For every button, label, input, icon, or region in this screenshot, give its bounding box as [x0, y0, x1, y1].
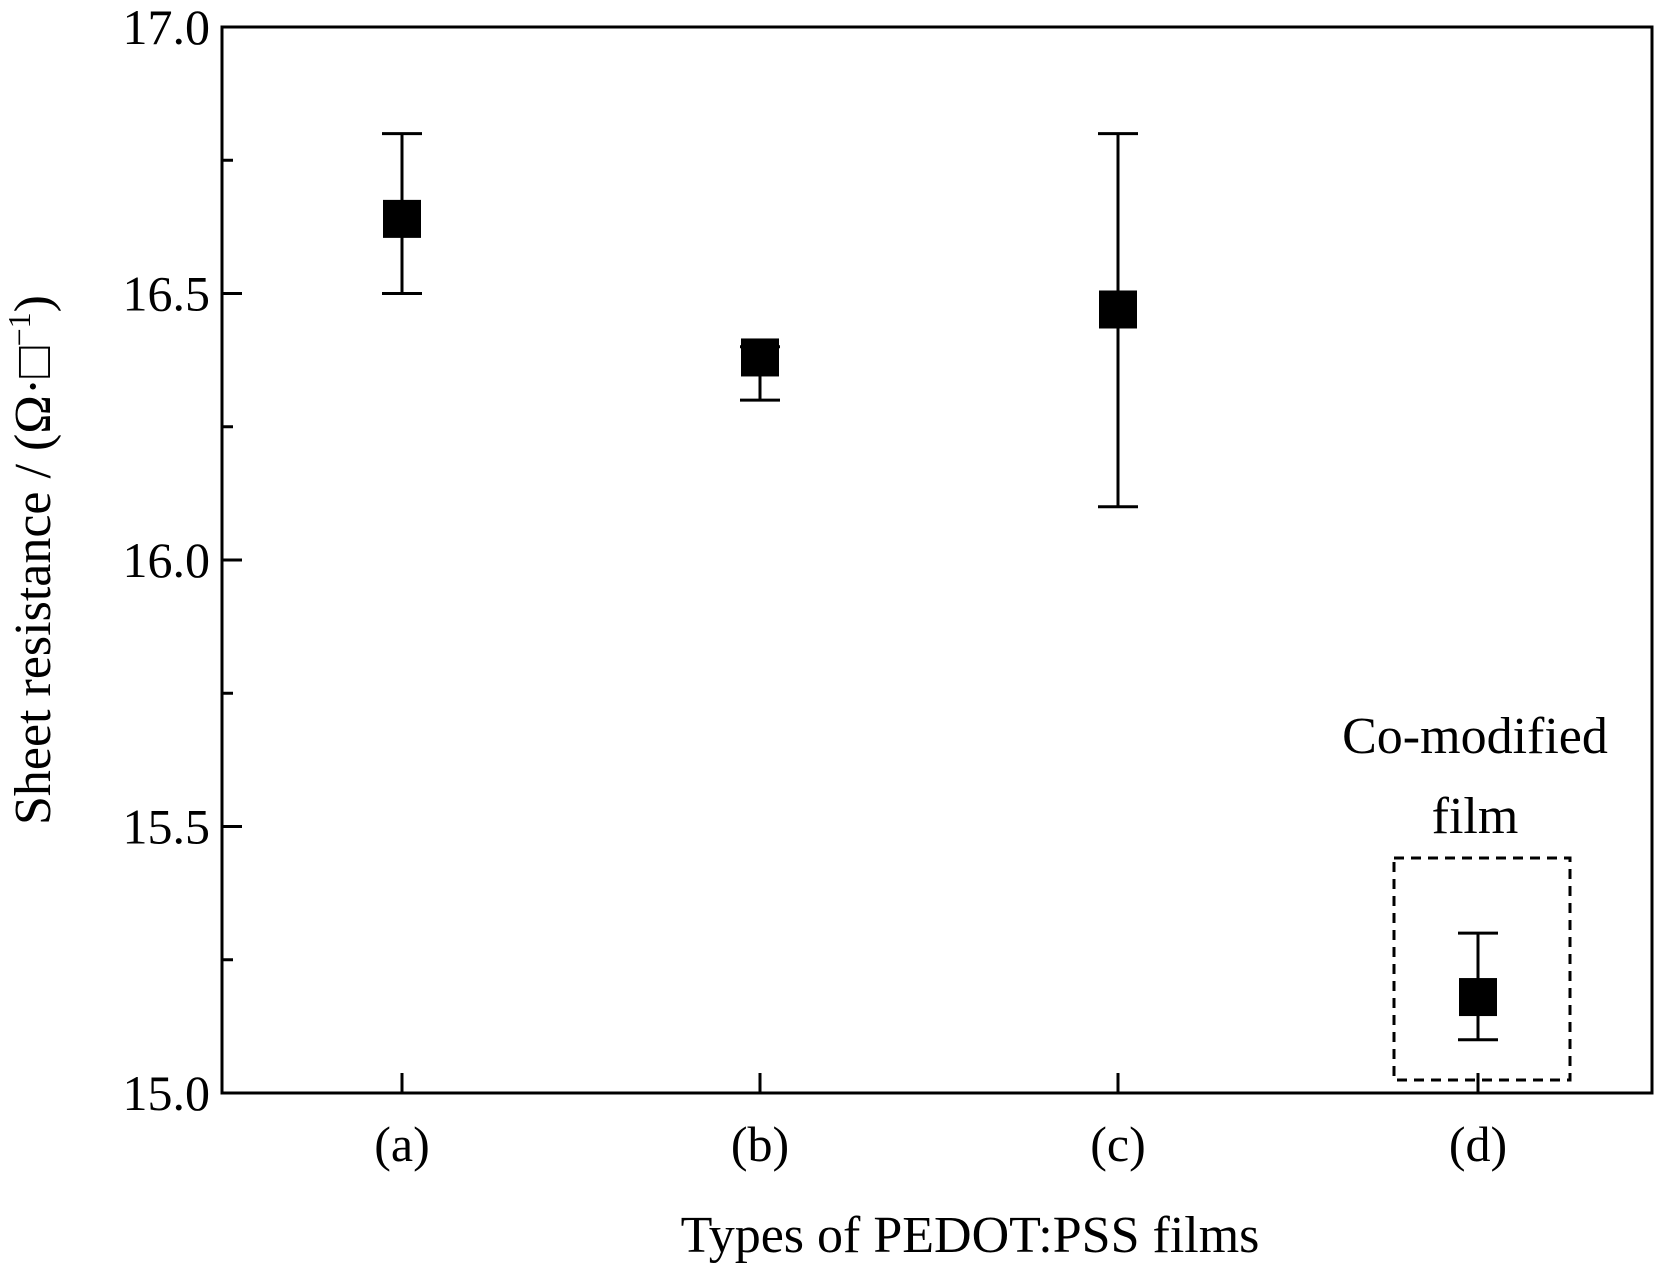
data-point-marker	[741, 338, 779, 377]
y-tick-label: 16.5	[123, 266, 211, 322]
y-tick-label: 17.0	[123, 0, 211, 55]
annotation-dashed-box	[1392, 856, 1572, 1082]
x-axis-ticks: (a) (b) (c) (d)	[374, 1073, 1507, 1172]
y-axis-ticks: 15.0 15.5 16.0 16.5 17.0	[123, 0, 242, 1121]
data-point-group	[382, 132, 422, 295]
y-axis-label-close: )	[5, 295, 62, 312]
data-series	[382, 132, 1498, 1042]
x-tick-label: (a)	[374, 1116, 430, 1172]
y-tick-label: 15.5	[123, 799, 211, 855]
data-point-group	[1458, 931, 1498, 1042]
x-tick-label: (d)	[1449, 1116, 1507, 1172]
plot-frame	[220, 25, 1654, 1095]
data-point-group	[1098, 132, 1138, 509]
co-modified-annotation: Co-modified film	[1342, 708, 1608, 1082]
y-axis-label-main: Sheet resistance / (Ω·□	[5, 346, 62, 825]
data-point-marker	[1459, 978, 1497, 1017]
data-point-marker	[1099, 290, 1137, 329]
data-point-group	[740, 338, 780, 402]
x-axis-label: Types of PEDOT:PSS films	[681, 1207, 1260, 1264]
annotation-line: film	[1432, 788, 1519, 845]
y-axis-label-superscript: −1	[1, 312, 37, 346]
x-tick-label: (c)	[1090, 1116, 1146, 1172]
data-point-marker	[383, 199, 421, 238]
y-tick-label: 15.0	[123, 1065, 211, 1121]
y-tick-label: 16.0	[123, 532, 211, 588]
x-tick-label: (b)	[731, 1116, 789, 1172]
y-axis-label: Sheet resistance / (Ω·□−1)	[1, 295, 62, 825]
annotation-line: Co-modified	[1342, 708, 1608, 765]
